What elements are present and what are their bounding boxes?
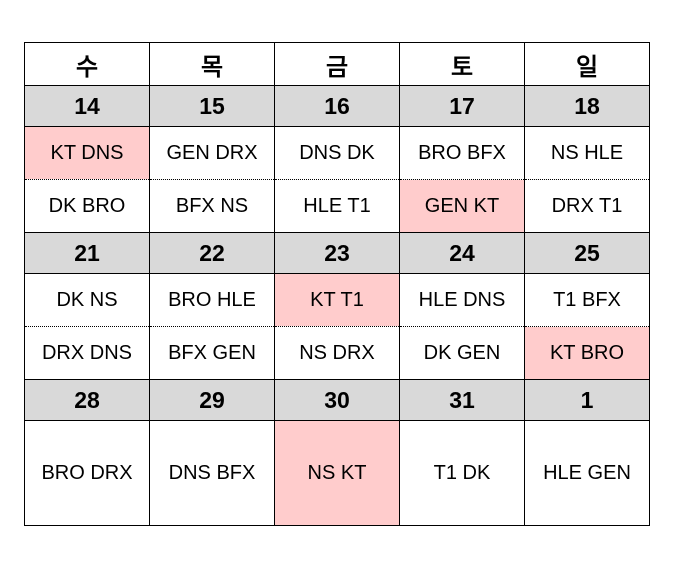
match-cell: HLE T1	[274, 179, 400, 233]
match-cell: BFX NS	[149, 179, 275, 233]
weekday-wed: 수	[24, 42, 150, 86]
match-cell: HLE GEN	[524, 420, 650, 526]
date-cell: 24	[399, 232, 525, 274]
match-row: DRX DNS BFX GEN NS DRX DK GEN KT BRO	[24, 326, 650, 380]
weekday-fri: 금	[274, 42, 400, 86]
match-cell: DNS DK	[274, 126, 400, 180]
date-cell: 23	[274, 232, 400, 274]
match-cell: BFX GEN	[149, 326, 275, 380]
match-cell: DNS BFX	[149, 420, 275, 526]
match-cell: KT T1	[274, 273, 400, 327]
date-cell: 22	[149, 232, 275, 274]
date-cell: 15	[149, 85, 275, 127]
date-cell: 17	[399, 85, 525, 127]
match-cell: DRX DNS	[24, 326, 150, 380]
match-row: KT DNS GEN DRX DNS DK BRO BFX NS HLE	[24, 126, 650, 180]
date-cell: 30	[274, 379, 400, 421]
match-cell: KT DNS	[24, 126, 150, 180]
match-cell: DK BRO	[24, 179, 150, 233]
match-cell: KT BRO	[524, 326, 650, 380]
date-cell: 29	[149, 379, 275, 421]
date-cell: 18	[524, 85, 650, 127]
date-row: 21 22 23 24 25	[24, 232, 650, 274]
match-cell: DK NS	[24, 273, 150, 327]
match-cell: NS HLE	[524, 126, 650, 180]
match-cell: HLE DNS	[399, 273, 525, 327]
date-row: 14 15 16 17 18	[24, 85, 650, 127]
date-cell: 31	[399, 379, 525, 421]
date-cell: 28	[24, 379, 150, 421]
match-cell: DRX T1	[524, 179, 650, 233]
match-cell: BRO HLE	[149, 273, 275, 327]
match-cell: NS DRX	[274, 326, 400, 380]
date-row: 28 29 30 31 1	[24, 379, 650, 421]
date-cell: 1	[524, 379, 650, 421]
match-cell: GEN DRX	[149, 126, 275, 180]
weekday-sun: 일	[524, 42, 650, 86]
match-row: DK BRO BFX NS HLE T1 GEN KT DRX T1	[24, 179, 650, 233]
match-cell: BRO DRX	[24, 420, 150, 526]
match-cell: BRO BFX	[399, 126, 525, 180]
match-cell: T1 BFX	[524, 273, 650, 327]
date-cell: 25	[524, 232, 650, 274]
match-row: BRO DRX DNS BFX NS KT T1 DK HLE GEN	[24, 420, 650, 526]
match-cell: NS KT	[274, 420, 400, 526]
date-cell: 14	[24, 85, 150, 127]
weekday-thu: 목	[149, 42, 275, 86]
date-cell: 16	[274, 85, 400, 127]
weekday-sat: 토	[399, 42, 525, 86]
weekday-header-row: 수 목 금 토 일	[24, 42, 650, 86]
match-cell: GEN KT	[399, 179, 525, 233]
schedule-table: 수 목 금 토 일 14 15 16 17 18 KT DNS GEN DRX …	[24, 42, 650, 526]
match-cell: T1 DK	[399, 420, 525, 526]
match-cell: DK GEN	[399, 326, 525, 380]
date-cell: 21	[24, 232, 150, 274]
match-row: DK NS BRO HLE KT T1 HLE DNS T1 BFX	[24, 273, 650, 327]
